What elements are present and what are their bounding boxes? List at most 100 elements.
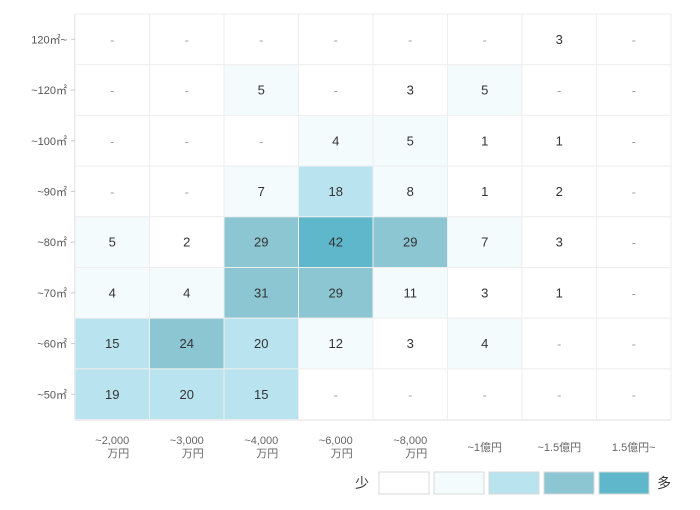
heatmap-cell-value: - [632,185,636,199]
heatmap-cell [596,64,672,116]
heatmap-cell-value: 29 [254,235,268,250]
heatmap-cell [596,368,672,421]
heatmap-cell-value: 3 [407,336,414,351]
heatmap-cell [447,114,523,167]
heatmap-cell-value: 4 [332,133,339,148]
heatmap-cell-value: - [334,33,338,47]
heatmap-cell-value: - [632,33,636,47]
heatmap-cell [149,13,225,66]
heatmap-cell [149,368,225,421]
heatmap-cell [149,64,225,116]
heatmap-cell-value: 7 [481,235,488,250]
heatmap-cell [149,165,225,218]
heatmap-cell-value: 12 [329,336,343,351]
legend-swatch [598,471,650,495]
heatmap-cell-value: 15 [105,336,119,351]
heatmap-cell-value: - [632,286,636,300]
heatmap-cell-value: 20 [254,336,268,351]
heatmap-cell [149,267,225,319]
heatmap-cell-value: 5 [407,133,414,148]
heatmap-cell [521,114,597,167]
y-tick-label: ~90㎡ [37,185,67,198]
heatmap-cell-value: 1 [481,184,488,199]
heatmap-cell [149,317,225,370]
heatmap-cell-value: 3 [481,285,488,300]
heatmap-cell [447,216,523,269]
x-tick-label: ~3,000 万円 [170,435,204,460]
heatmap-cell-value: 3 [407,83,414,98]
heatmap-cell-value: - [185,134,189,148]
heatmap-cell-value: 1 [556,133,563,148]
y-tick-label: ~60㎡ [37,338,67,351]
heatmap-cell-value: 29 [329,285,343,300]
heatmap-cell-value: - [110,185,114,199]
heatmap-cell-value: - [110,84,114,98]
heatmap-cell [223,64,299,116]
heatmap-cell [372,368,448,421]
y-tick-label: ~70㎡ [37,287,67,300]
heatmap-cell-value: 15 [254,387,268,402]
heatmap-cell-value: - [259,33,263,47]
heatmap-cell [74,216,150,269]
heatmap-cell [223,368,299,421]
heatmap-cell-value: - [483,33,487,47]
heatmap-cell [74,267,150,319]
heatmap-cell-value: 2 [556,184,563,199]
legend-swatch [488,471,540,495]
heatmap-cell [223,216,299,269]
heatmap-cell [298,368,374,421]
heatmap-cell [521,368,597,421]
heatmap-cell-value: 5 [109,235,116,250]
heatmap-cell-value: 1 [556,285,563,300]
heatmap-cell-value: - [408,388,412,402]
heatmap-cell-value: 24 [180,336,194,351]
heatmap-cell [149,114,225,167]
heatmap-cell-value: - [334,84,338,98]
y-tick-label: ~80㎡ [37,236,67,249]
heatmap-cell-value: 8 [407,184,414,199]
heatmap-cell [521,165,597,218]
x-tick-label: ~6,000 万円 [319,435,353,460]
heatmap-cell [372,64,448,116]
y-tick-label: ~120㎡ [31,84,67,97]
legend-swatch [543,471,595,495]
heatmap-cell [372,317,448,370]
heatmap-cell-value: 5 [481,83,488,98]
heatmap-cell [447,267,523,319]
y-tick-label: ~50㎡ [37,388,67,401]
heatmap-cell [298,13,374,66]
y-axis-labels: 120㎡~ ~120㎡ ~100㎡ ~90㎡ ~80㎡ ~70㎡ ~60㎡ ~50㎡ [31,33,75,401]
x-tick-label: ~1億円 [467,441,502,454]
heatmap-cell [447,13,523,66]
heatmap-cells: - - - - - -3 -- -5-3 5- -- - -4 5 1 1 -- -7 18 8 1 2 -5 2 29 42 2… [74,13,672,421]
heatmap-cell [447,64,523,116]
heatmap-cell-value: 4 [183,285,190,300]
heatmap-cell-value: - [110,134,114,148]
y-tick-label: ~100㎡ [31,135,67,148]
heatmap-cell-value: - [408,33,412,47]
heatmap-cell-value: - [557,388,561,402]
heatmap-cell-value: - [632,134,636,148]
heatmap-cell-value: - [632,388,636,402]
heatmap-cell [298,216,374,269]
heatmap-cell [223,317,299,370]
heatmap-cell-value: - [185,33,189,47]
heatmap-cell [521,317,597,370]
heatmap-cell-value: 4 [481,336,488,351]
heatmap-cell-value: - [185,185,189,199]
heatmap-cell-value: 2 [183,235,190,250]
heatmap-cell [596,114,672,167]
heatmap-cell-value: 4 [109,285,116,300]
heatmap-cell-value: - [334,388,338,402]
heatmap-cell [596,216,672,269]
x-axis-labels: ~2,000 万円 ~3,000 万円 ~4,000 万円 ~6,000 万円 ~8,000 万円… [95,435,655,460]
heatmap-cell-value: 3 [556,32,563,47]
x-tick-label: 1.5億円~ [612,441,656,454]
heatmap-cell-value: 18 [329,184,343,199]
heatmap-cell-value: - [185,84,189,98]
heatmap-cell [447,317,523,370]
legend-low-label: 少 [355,475,369,491]
x-tick-label: ~4,000 万円 [244,435,278,460]
x-tick-label: ~8,000 万円 [393,435,427,460]
